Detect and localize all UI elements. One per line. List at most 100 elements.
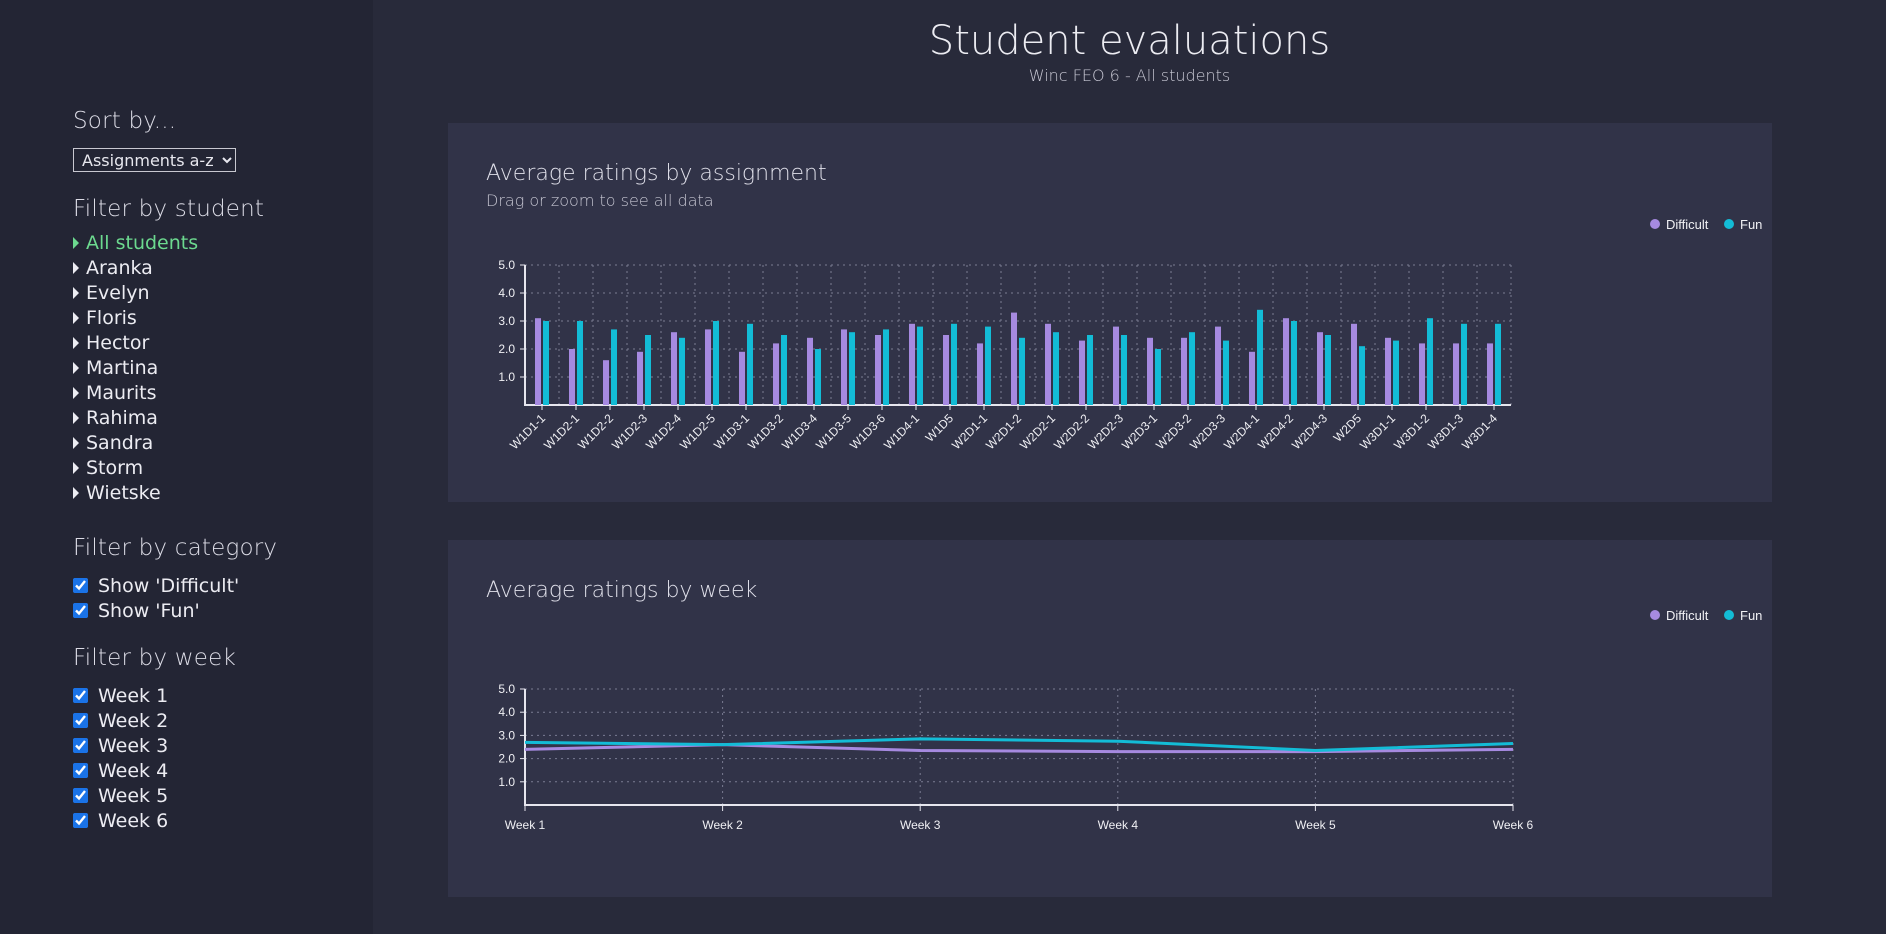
bar-fun[interactable] — [543, 321, 549, 405]
student-item[interactable]: Martina — [73, 355, 373, 380]
bar-difficult[interactable] — [1283, 318, 1289, 405]
bar-difficult[interactable] — [977, 343, 983, 405]
student-item[interactable]: Maurits — [73, 380, 373, 405]
bar-difficult[interactable] — [1079, 340, 1085, 405]
bar-fun[interactable] — [1393, 340, 1399, 405]
week-checkbox[interactable] — [73, 813, 88, 828]
student-item[interactable]: Rahima — [73, 405, 373, 430]
week-row[interactable]: Week 4 — [73, 758, 373, 783]
bar-fun[interactable] — [1121, 335, 1127, 405]
bar-fun[interactable] — [1325, 335, 1331, 405]
bar-difficult[interactable] — [943, 335, 949, 405]
bar-difficult[interactable] — [1385, 337, 1391, 405]
bar-fun[interactable] — [985, 326, 991, 405]
bar-difficult[interactable] — [1147, 337, 1153, 405]
bar-difficult[interactable] — [807, 337, 813, 405]
bar-fun[interactable] — [1495, 323, 1501, 405]
week-checkbox[interactable] — [73, 763, 88, 778]
category-row[interactable]: Show 'Fun' — [73, 598, 373, 623]
bar-fun[interactable] — [883, 329, 889, 405]
bar-difficult[interactable] — [705, 329, 711, 405]
bar-difficult[interactable] — [671, 332, 677, 405]
bar-difficult[interactable] — [875, 335, 881, 405]
bar-fun[interactable] — [1155, 349, 1161, 405]
bar-difficult[interactable] — [569, 349, 575, 405]
bar-fun[interactable] — [1053, 332, 1059, 405]
bar-difficult[interactable] — [739, 351, 745, 405]
week-label: Week 5 — [98, 784, 169, 807]
bar-fun[interactable] — [1257, 309, 1263, 405]
bar-fun[interactable] — [815, 349, 821, 405]
week-row[interactable]: Week 6 — [73, 808, 373, 833]
bar-fun[interactable] — [577, 321, 583, 405]
bar-fun[interactable] — [951, 323, 957, 405]
legend-label[interactable]: Difficult — [1666, 217, 1709, 232]
caret-right-icon — [73, 386, 79, 399]
bar-fun[interactable] — [849, 332, 855, 405]
student-item[interactable]: Floris — [73, 305, 373, 330]
week-checkbox[interactable] — [73, 688, 88, 703]
bar-difficult[interactable] — [909, 323, 915, 405]
bar-difficult[interactable] — [1249, 351, 1255, 405]
bar-difficult[interactable] — [1215, 326, 1221, 405]
week-row[interactable]: Week 5 — [73, 783, 373, 808]
student-item[interactable]: Wietske — [73, 480, 373, 505]
week-checkbox[interactable] — [73, 738, 88, 753]
student-item[interactable]: Evelyn — [73, 280, 373, 305]
week-checkbox[interactable] — [73, 713, 88, 728]
week-row[interactable]: Week 2 — [73, 708, 373, 733]
bar-fun[interactable] — [781, 335, 787, 405]
week-row[interactable]: Week 3 — [73, 733, 373, 758]
bar-fun[interactable] — [1461, 323, 1467, 405]
sort-select[interactable]: Assignments a-z — [73, 148, 236, 172]
bar-fun[interactable] — [679, 337, 685, 405]
bar-fun[interactable] — [1019, 337, 1025, 405]
x-tick-label: W1D3-4 — [779, 411, 820, 452]
bar-difficult[interactable] — [841, 329, 847, 405]
bar-difficult[interactable] — [1045, 323, 1051, 405]
bar-difficult[interactable] — [1181, 337, 1187, 405]
bar-difficult[interactable] — [1487, 343, 1493, 405]
bar-fun[interactable] — [1359, 346, 1365, 405]
bar-fun[interactable] — [1189, 332, 1195, 405]
bar-difficult[interactable] — [535, 318, 541, 405]
caret-right-icon — [73, 286, 79, 299]
bar-fun[interactable] — [611, 329, 617, 405]
bar-difficult[interactable] — [1011, 312, 1017, 405]
bar-difficult[interactable] — [1453, 343, 1459, 405]
legend-label[interactable]: Fun — [1740, 217, 1762, 232]
bar-fun[interactable] — [1223, 340, 1229, 405]
legend-swatch — [1650, 219, 1660, 229]
student-item[interactable]: Sandra — [73, 430, 373, 455]
sort-heading: Sort by... — [73, 108, 177, 134]
bar-difficult[interactable] — [1113, 326, 1119, 405]
bar-difficult[interactable] — [603, 360, 609, 405]
student-item[interactable]: All students — [73, 230, 373, 255]
student-item[interactable]: Hector — [73, 330, 373, 355]
bar-fun[interactable] — [645, 335, 651, 405]
category-checkbox[interactable] — [73, 603, 88, 618]
bar-difficult[interactable] — [773, 343, 779, 405]
bar-difficult[interactable] — [637, 351, 643, 405]
legend-label[interactable]: Difficult — [1666, 608, 1709, 623]
bar-fun[interactable] — [713, 321, 719, 405]
line-fun[interactable] — [524, 737, 1514, 752]
week-line-chart[interactable]: 1.0 2.0 3.0 4.0 5.0 Week 1 Week 2 Week 3 Week 4 W… — [448, 540, 1772, 897]
legend-label[interactable]: Fun — [1740, 608, 1762, 623]
bar-difficult[interactable] — [1419, 343, 1425, 405]
bar-fun[interactable] — [1087, 335, 1093, 405]
category-row[interactable]: Show 'Difficult' — [73, 573, 373, 598]
week-checkbox[interactable] — [73, 788, 88, 803]
bar-difficult[interactable] — [1317, 332, 1323, 405]
week-label: Week 3 — [98, 734, 169, 757]
category-checkbox[interactable] — [73, 578, 88, 593]
bar-fun[interactable] — [747, 323, 753, 405]
bar-fun[interactable] — [1427, 318, 1433, 405]
bar-fun[interactable] — [917, 326, 923, 405]
bar-fun[interactable] — [1291, 321, 1297, 405]
student-item[interactable]: Aranka — [73, 255, 373, 280]
bar-difficult[interactable] — [1351, 323, 1357, 405]
week-row[interactable]: Week 1 — [73, 683, 373, 708]
student-item[interactable]: Storm — [73, 455, 373, 480]
